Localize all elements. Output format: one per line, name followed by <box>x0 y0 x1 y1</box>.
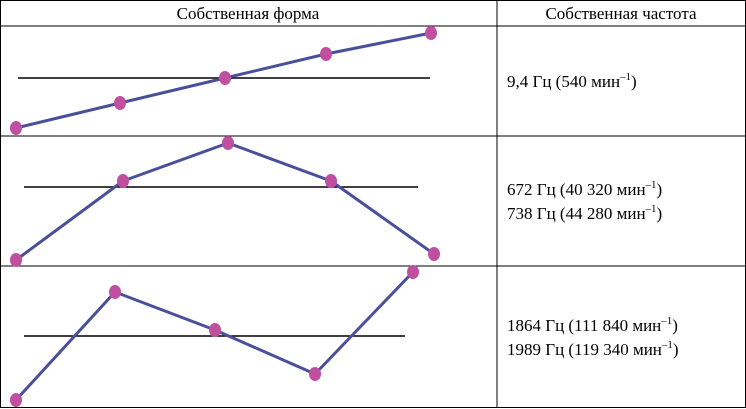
frequency-close: ) <box>657 204 663 223</box>
frequency-close: ) <box>672 316 678 335</box>
frequency-value: 1989 Гц (119 340 мин <box>507 340 662 359</box>
frequency-value: 672 Гц (40 320 мин <box>507 180 646 199</box>
mode-shape-2 <box>10 136 440 267</box>
frequency-text: 1989 Гц (119 340 мин–1) <box>507 339 679 359</box>
frequency-text: 738 Гц (44 280 мин–1) <box>507 203 662 223</box>
mode-shape-3 <box>10 265 419 407</box>
frequency-exponent: –1 <box>619 71 631 83</box>
frequency-exponent: –1 <box>661 339 673 351</box>
mode-shape-1 <box>10 26 437 135</box>
header-shape: Собственная форма <box>177 4 320 23</box>
frequency-value: 1864 Гц (111 840 мин <box>507 316 661 335</box>
frequency-value: 9,4 Гц (540 мин <box>507 72 620 91</box>
frequency-text: 672 Гц (40 320 мин–1) <box>507 179 662 199</box>
frequency-close: ) <box>631 72 637 91</box>
frequency-close: ) <box>673 340 679 359</box>
header-frequency: Собственная частота <box>545 4 697 23</box>
frequency-value: 738 Гц (44 280 мин <box>507 204 646 223</box>
frequency-exponent: –1 <box>645 203 657 215</box>
frequency-close: ) <box>657 180 663 199</box>
frequency-text: 1864 Гц (111 840 мин–1) <box>507 315 678 335</box>
frequency-text: 9,4 Гц (540 мин–1) <box>507 71 637 91</box>
frequency-exponent: –1 <box>660 315 672 327</box>
frequency-exponent: –1 <box>645 179 657 191</box>
